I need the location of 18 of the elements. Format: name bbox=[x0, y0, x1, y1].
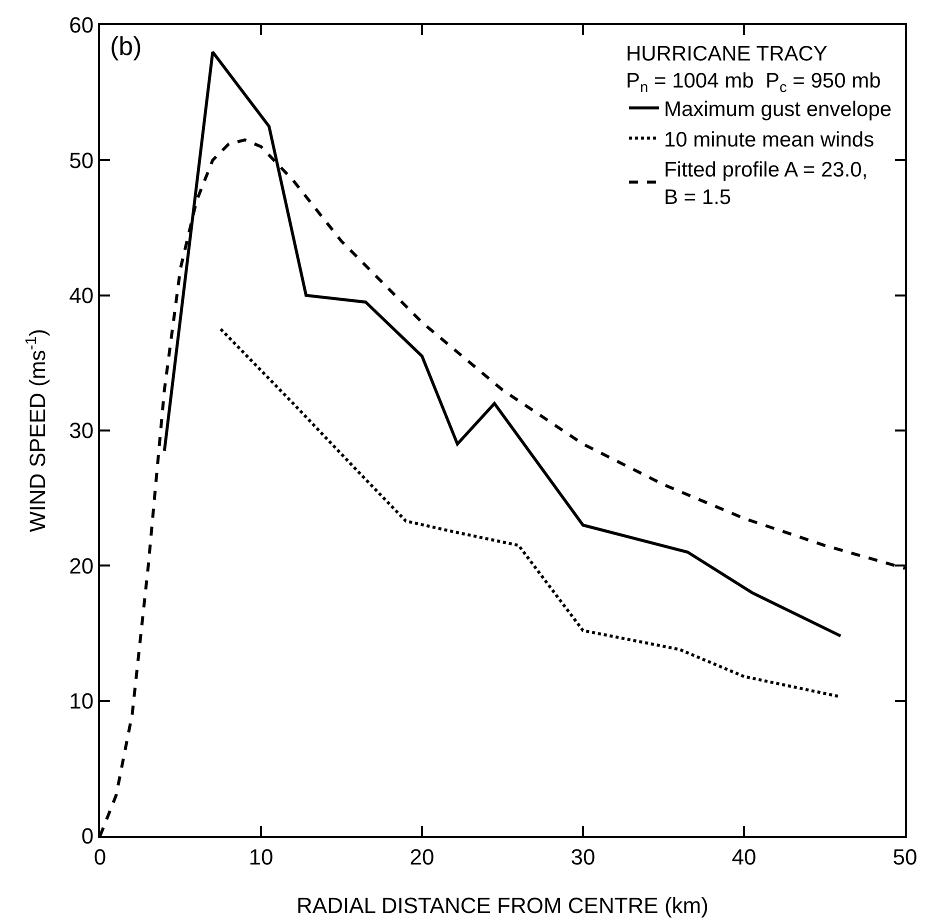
y-tick-label: 60 bbox=[69, 12, 94, 38]
y-tick-label: 10 bbox=[69, 688, 94, 714]
x-tick-label: 50 bbox=[892, 844, 918, 870]
x-tick-label: 30 bbox=[570, 844, 596, 870]
x-axis-title: RADIAL DISTANCE FROM CENTRE (km) bbox=[296, 893, 708, 918]
y-tick-label: 0 bbox=[81, 824, 94, 849]
y-tick-label: 20 bbox=[69, 553, 94, 578]
legend-title: HURRICANE TRACY P$_{n}$ = 1004 mb P$_{c}$ = 950 mb bbox=[626, 42, 881, 96]
legend-label: 10 minute mean winds bbox=[664, 128, 874, 152]
x-tick-label: 40 bbox=[732, 844, 756, 870]
y-tick-label: 50 bbox=[69, 148, 94, 173]
x-tick-label: 20 bbox=[410, 844, 434, 870]
y-tick-label: 30 bbox=[69, 418, 94, 444]
y-tick-label: 40 bbox=[69, 283, 94, 308]
annotation: (b) bbox=[110, 31, 142, 61]
legend-label: Maximum gust envelope bbox=[664, 98, 892, 122]
x-tick-label: 10 bbox=[248, 844, 274, 870]
legend-label: Fitted profile A = 23.0, B = 1.5 bbox=[664, 158, 868, 209]
